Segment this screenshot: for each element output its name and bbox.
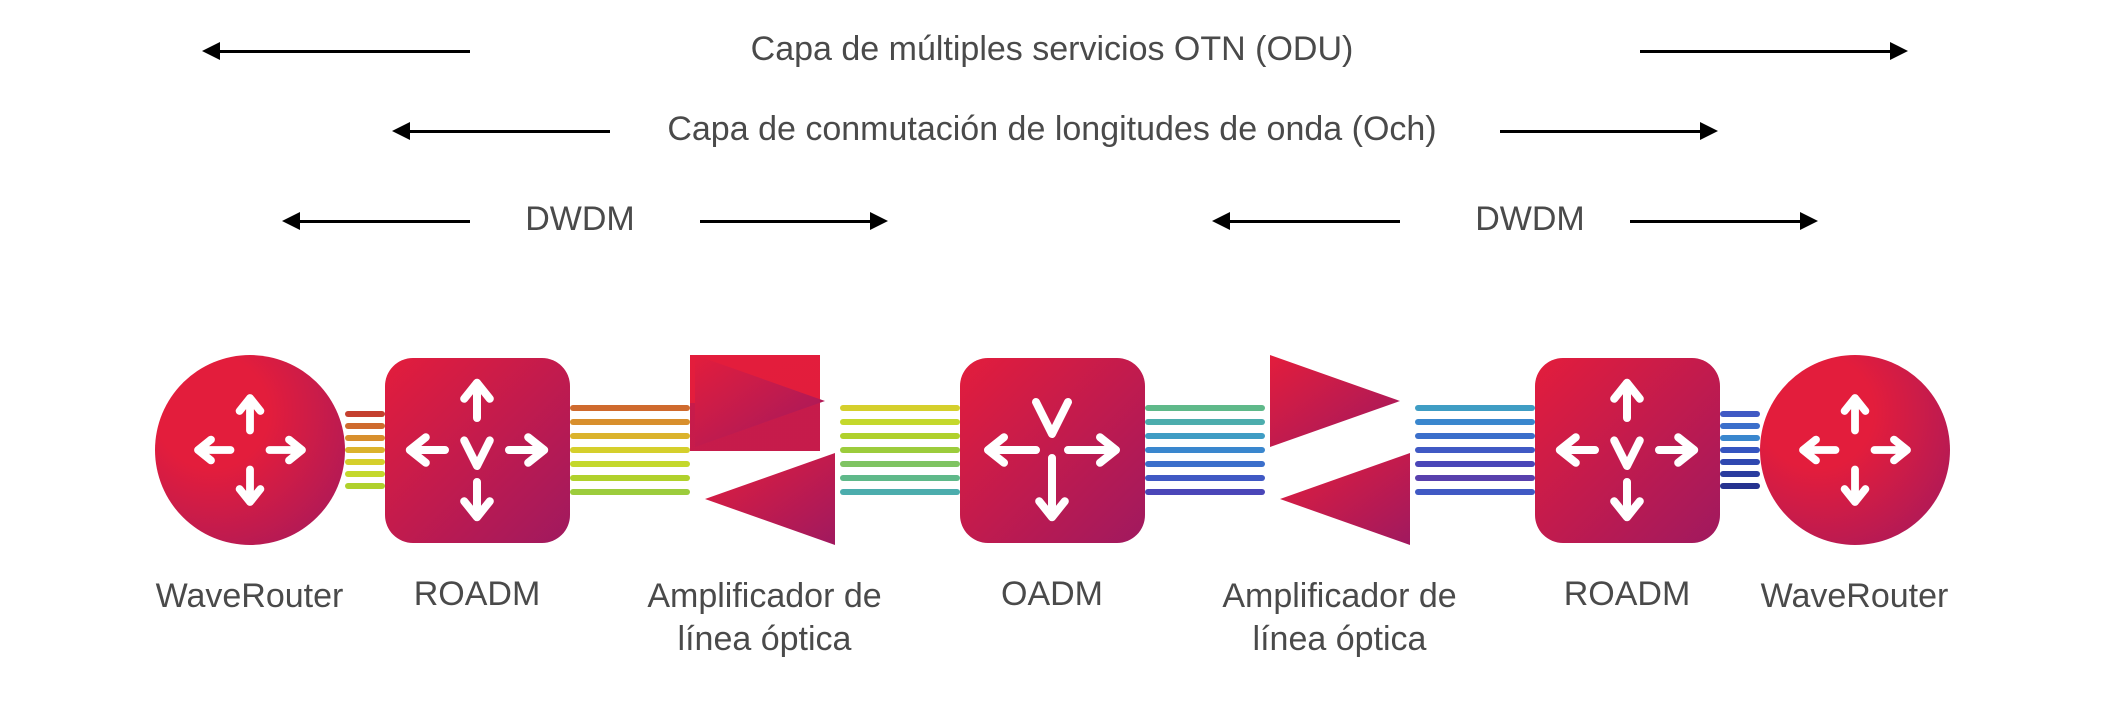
roadm-right: ROADM <box>1535 358 1720 543</box>
layer-dwdm-right-label: DWDM <box>950 200 2104 239</box>
amplifier-right: Amplificador de línea óptica <box>1265 355 1415 545</box>
fiber-link <box>1720 400 1760 500</box>
waverouter-right-label: WaveRouter <box>1761 575 1949 618</box>
oadm-center: OADM <box>960 358 1145 543</box>
oadm-label: OADM <box>1001 573 1103 616</box>
amplifier-left-label: Amplificador de línea óptica <box>625 575 905 660</box>
router-icon <box>155 355 345 545</box>
waverouter-left: WaveRouter <box>155 355 345 545</box>
fiber-link <box>1415 400 1535 500</box>
oadm-icon <box>960 358 1145 543</box>
amplifier-right-label: Amplificador de línea óptica <box>1200 575 1480 660</box>
roadm-icon <box>385 358 570 543</box>
roadm-left: ROADM <box>385 358 570 543</box>
router-icon <box>1760 355 1950 545</box>
waverouter-left-label: WaveRouter <box>156 575 344 618</box>
amplifier-icon <box>1265 355 1415 545</box>
amplifier-icon <box>690 355 840 545</box>
layer-och-label: Capa de conmutación de longitudes de ond… <box>0 110 2104 149</box>
roadm-icon <box>1535 358 1720 543</box>
roadm-right-label: ROADM <box>1564 573 1691 616</box>
waverouter-right: WaveRouter <box>1760 355 1950 545</box>
fiber-link <box>840 400 960 500</box>
fiber-link <box>345 400 385 500</box>
fiber-link <box>1145 400 1265 500</box>
roadm-left-label: ROADM <box>414 573 541 616</box>
topology-row: WaveRouter ROADM <box>20 320 2084 580</box>
fiber-link <box>570 400 690 500</box>
amplifier-left: Amplificador de línea óptica <box>690 355 840 545</box>
